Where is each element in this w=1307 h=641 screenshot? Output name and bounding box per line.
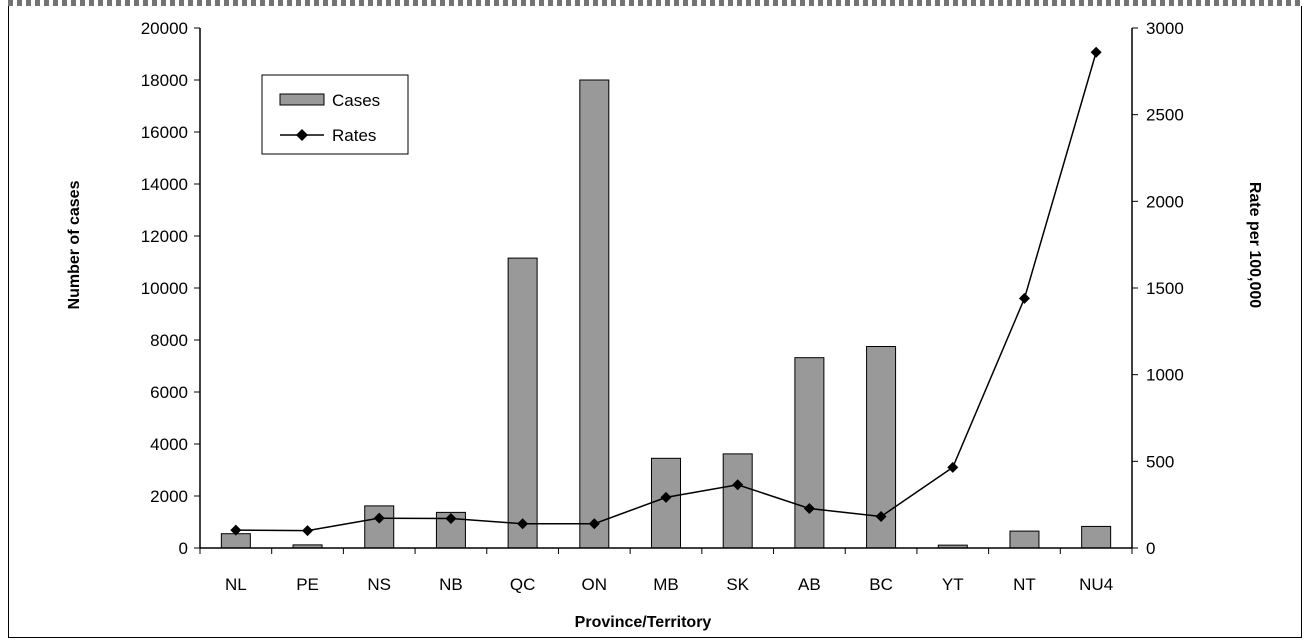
bar-ab — [794, 357, 825, 549]
x-tick-label: NL — [225, 575, 247, 594]
y-tick-label: 18000 — [141, 71, 188, 90]
rate-point-ns — [373, 512, 385, 524]
y-tick-label: 6000 — [150, 383, 188, 402]
labels-layer: Province/Territory Number of cases Rate … — [66, 180, 1263, 631]
bars-layer — [220, 79, 1112, 549]
y2-tick-label: 3000 — [1146, 19, 1184, 38]
y-tick-label: 8000 — [150, 331, 188, 350]
rate-point-ab — [803, 502, 815, 514]
rate-point-yt — [947, 461, 959, 473]
rate-point-nb — [445, 513, 457, 525]
y2-axis-title: Rate per 100,000 — [1246, 182, 1263, 308]
bar-sk — [722, 453, 753, 549]
bar-nu4 — [1081, 525, 1112, 549]
rate-line-layer — [230, 46, 1102, 537]
rate-point-on — [588, 518, 600, 530]
rate-point-sk — [732, 479, 744, 491]
y2-tick-label: 2500 — [1146, 106, 1184, 125]
y-tick-label: 20000 — [141, 19, 188, 38]
legend-swatch-cases — [279, 93, 325, 106]
rate-point-nu4 — [1090, 46, 1102, 58]
x-tick-label: PE — [296, 575, 319, 594]
y-axis-title: Number of cases — [66, 180, 83, 309]
bar-on — [579, 79, 610, 549]
y2-tick-label: 500 — [1146, 452, 1174, 471]
legend-label-rates: Rates — [332, 126, 376, 145]
y-tick-label: 12000 — [141, 227, 188, 246]
x-tick-label: NS — [367, 575, 391, 594]
x-tick-label: NT — [1013, 575, 1036, 594]
legend: Cases Rates — [261, 74, 409, 155]
y2-tick-label: 2000 — [1146, 192, 1184, 211]
y2-tick-label: 1000 — [1146, 366, 1184, 385]
axes-layer: 0200040006000800010000120001400016000180… — [141, 19, 1184, 594]
y2-tick-label: 0 — [1146, 539, 1155, 558]
bar-nt — [1009, 530, 1040, 549]
cropped-title-strip — [0, 0, 1307, 6]
bar-ns — [364, 505, 395, 549]
y-tick-label: 16000 — [141, 123, 188, 142]
x-tick-label: MB — [653, 575, 679, 594]
x-tick-label: AB — [798, 575, 821, 594]
rate-point-nt — [1018, 292, 1030, 304]
legend-marker-rates — [296, 129, 308, 141]
legend-label-cases: Cases — [332, 91, 380, 110]
x-tick-label: SK — [726, 575, 749, 594]
y-tick-label: 0 — [179, 539, 188, 558]
chart-frame — [8, 6, 1302, 638]
x-tick-label: QC — [510, 575, 536, 594]
bar-qc — [507, 257, 538, 549]
y-tick-label: 10000 — [141, 279, 188, 298]
legend-box — [261, 74, 409, 155]
x-tick-label: NU4 — [1079, 575, 1113, 594]
bar-mb — [651, 457, 681, 549]
rate-point-nl — [230, 524, 242, 536]
rate-point-bc — [875, 510, 887, 522]
y2-tick-label: 1500 — [1146, 279, 1184, 298]
x-tick-label: YT — [942, 575, 964, 594]
rate-point-qc — [517, 518, 529, 530]
x-tick-label: NB — [439, 575, 463, 594]
x-axis-title: Province/Territory — [575, 614, 712, 631]
x-tick-label: ON — [582, 575, 608, 594]
bar-nl — [220, 533, 251, 549]
rate-point-pe — [302, 525, 314, 537]
y-tick-label: 4000 — [150, 435, 188, 454]
x-tick-label: BC — [869, 575, 893, 594]
rate-point-mb — [660, 491, 672, 503]
y-tick-label: 14000 — [141, 175, 188, 194]
y-tick-label: 2000 — [150, 487, 188, 506]
